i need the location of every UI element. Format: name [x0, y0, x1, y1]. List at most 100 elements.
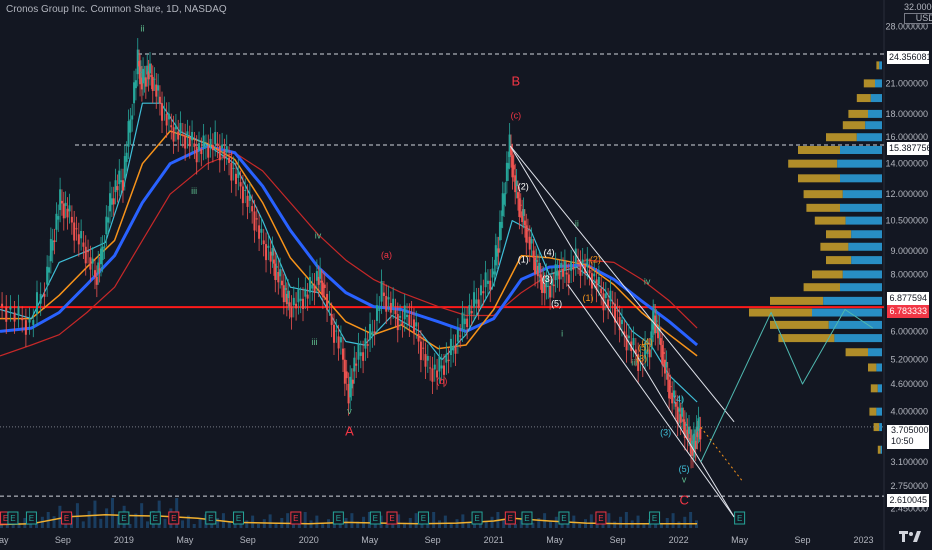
candle-body: [209, 138, 212, 146]
earnings-marker-box: [7, 511, 19, 525]
candle-body: [62, 203, 65, 219]
earnings-marker-label: E: [236, 514, 241, 523]
currency-indicator[interactable]: 32.000000 USD: [904, 3, 932, 24]
wave-label: iv: [315, 230, 322, 240]
wave-label: C: [679, 493, 688, 508]
candle-body: [320, 280, 323, 283]
candle-body: [691, 440, 694, 444]
candle-body: [339, 337, 342, 343]
earnings-marker: E: [734, 511, 746, 525]
earnings-marker-label: E: [389, 514, 394, 523]
tradingview-logo-icon[interactable]: [898, 526, 922, 546]
y-tick-label: 4.000000: [890, 407, 928, 417]
candle-body: [364, 338, 367, 349]
candle-body: [93, 270, 96, 277]
volume-bar: [461, 514, 465, 528]
earnings-marker-label: E: [474, 514, 479, 523]
volume-bar: [192, 524, 196, 528]
candle-body: [419, 341, 422, 360]
candle-body: [371, 331, 374, 336]
volume-bar: [437, 520, 441, 528]
y-tick-label: 4.600000: [890, 379, 928, 389]
candle-body: [174, 125, 177, 130]
volume-ma-line: [0, 513, 698, 526]
candle-body: [500, 221, 503, 228]
volume-profile-bar: [826, 230, 852, 239]
candle-body: [345, 371, 348, 379]
volume-bar: [467, 522, 471, 528]
x-tick-label: May: [176, 535, 194, 545]
x-tick-label: May: [0, 535, 9, 545]
candle-body: [403, 305, 406, 320]
candle-body: [53, 240, 56, 243]
earnings-marker: E: [332, 511, 344, 525]
wave-label: v: [682, 474, 687, 484]
candle-body: [151, 76, 154, 91]
y-tick-label: 14.000000: [885, 159, 928, 169]
earnings-marker: E: [168, 511, 180, 525]
volume-profile-bar: [851, 230, 882, 239]
candle-body: [230, 162, 233, 181]
candle-body: [170, 125, 173, 128]
earnings-marker-box: [25, 511, 37, 525]
candle-body: [24, 320, 27, 335]
current-price-tag: 3.705000 10:50: [887, 425, 929, 449]
candle-body: [284, 288, 287, 290]
volume-bar: [636, 515, 640, 528]
candle-body: [275, 266, 278, 268]
candle-body: [665, 361, 668, 368]
volume-bar: [683, 516, 687, 528]
candle-body: [129, 119, 132, 133]
candle-body: [125, 152, 128, 162]
x-tick-label: Sep: [240, 535, 256, 545]
candle-body: [655, 320, 658, 322]
candle-body: [497, 248, 500, 253]
candle-body: [177, 131, 180, 140]
earnings-marker: E: [558, 511, 570, 525]
candle-body: [473, 292, 476, 308]
candle-body: [246, 195, 249, 207]
candle-body: [507, 163, 510, 169]
currency-unit: USD: [904, 13, 932, 24]
candle-body: [328, 302, 331, 304]
candle-body: [351, 379, 354, 384]
volume-bar: [291, 521, 295, 528]
volume-profile-bar: [870, 384, 878, 393]
candle-body: [144, 77, 147, 87]
volume-bar: [0, 524, 3, 528]
candle-body: [311, 284, 314, 289]
candle-body: [666, 373, 669, 380]
volume-bar: [186, 515, 190, 528]
volume-bar: [589, 514, 593, 528]
volume-bar: [619, 516, 623, 528]
candle-body: [639, 357, 642, 359]
candle-body: [674, 401, 677, 407]
earnings-marker: E: [649, 511, 661, 525]
volume-bar: [402, 522, 406, 528]
wave-label: iii: [311, 337, 317, 347]
volume-bar: [502, 520, 506, 528]
candle-body: [140, 77, 143, 90]
candle-body: [504, 193, 507, 195]
candle-body: [426, 355, 429, 361]
volume-bar: [216, 518, 220, 528]
candle-body: [523, 220, 526, 226]
candle-body: [48, 267, 50, 273]
candle-body: [253, 211, 256, 231]
volume-bar: [128, 524, 132, 528]
candle-body: [581, 259, 584, 264]
y-tick-label: 28.000000: [885, 21, 928, 31]
candle-body: [525, 225, 528, 243]
candle-body: [297, 289, 300, 303]
candle-body: [198, 143, 201, 150]
candle-body: [600, 288, 603, 294]
candle-body: [211, 144, 214, 151]
candle-body: [290, 306, 293, 318]
candle-body: [479, 285, 482, 296]
earnings-marker-label: E: [508, 514, 513, 523]
candle-body: [225, 146, 228, 153]
volume-profile-bar: [879, 423, 882, 432]
price-tag-resistance-high: 24.356081: [887, 51, 932, 64]
earnings-marker: E: [118, 511, 130, 525]
